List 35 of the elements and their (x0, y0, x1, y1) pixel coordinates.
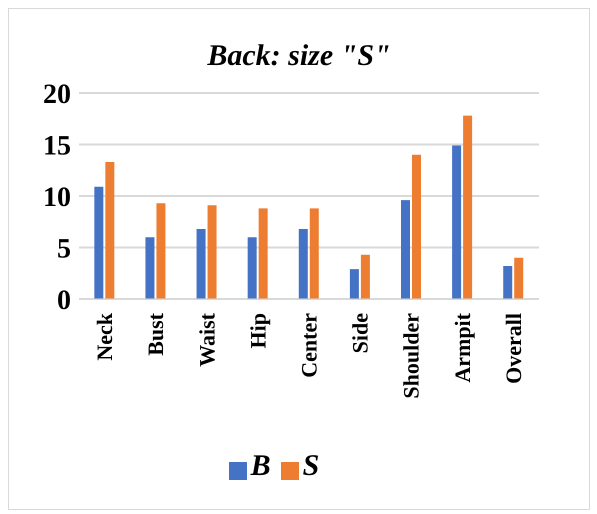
y-tick-label: 10 (43, 182, 71, 213)
bar (452, 146, 462, 299)
bar (248, 237, 257, 299)
bar (514, 258, 524, 299)
x-tick-label: Center (296, 312, 322, 378)
bar (503, 266, 512, 299)
bar (310, 208, 319, 299)
x-tick-label: Side (348, 312, 373, 354)
x-tick-label: Overall (500, 313, 526, 384)
y-tick-label: 0 (57, 284, 71, 316)
bar (350, 269, 359, 299)
bar (360, 254, 370, 299)
bar (208, 205, 217, 299)
bar (94, 186, 104, 299)
x-tick-label: Neck (92, 312, 118, 361)
bar (412, 154, 421, 299)
y-tick-label: 15 (43, 130, 71, 162)
y-tick-label: 20 (43, 78, 71, 110)
x-tick-label: Bust (143, 312, 168, 356)
bar (258, 208, 268, 299)
legend-label: S (302, 449, 320, 482)
x-tick-label: Waist (194, 312, 220, 367)
bar (145, 237, 154, 299)
bar (196, 228, 206, 299)
x-tick-label: Hip (245, 313, 270, 348)
legend-label: B (250, 449, 271, 482)
x-tick-label: Shoulder (398, 312, 424, 399)
bar (463, 116, 472, 299)
bar (156, 203, 166, 299)
chart-title: Back: size "S" (206, 39, 392, 73)
bar (105, 162, 114, 299)
x-tick-label: Armpit (450, 312, 475, 383)
y-tick-label: 5 (57, 233, 71, 264)
bar (401, 200, 410, 299)
bar (298, 228, 308, 299)
